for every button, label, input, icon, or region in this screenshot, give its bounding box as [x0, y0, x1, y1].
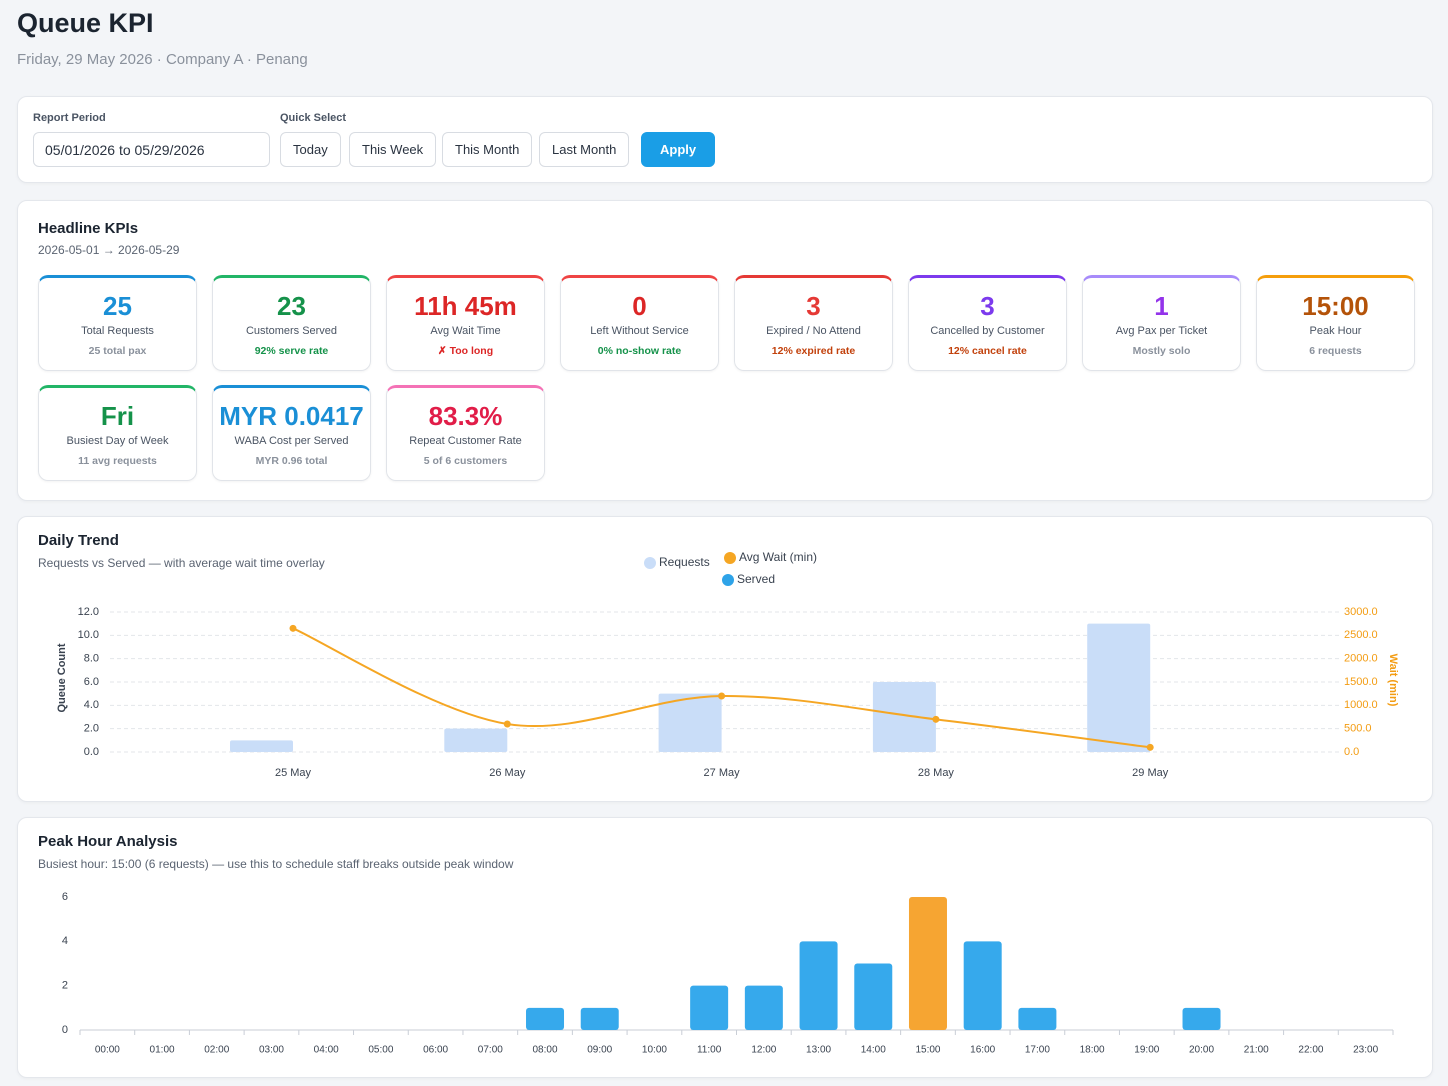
trend-panel: Daily Trend Requests vs Served — with av… [17, 516, 1433, 802]
kpi-value: 3 [806, 291, 821, 321]
kpi-label: Cancelled by Customer [930, 325, 1045, 337]
kpi-note: MYR 0.96 total [255, 455, 328, 467]
kpi-note: 12% expired rate [771, 345, 856, 357]
kpi-label: Peak Hour [1309, 325, 1362, 337]
kpi-label: Left Without Service [590, 325, 689, 337]
kpi-label: Customers Served [245, 325, 338, 337]
kpi-value: 25 [103, 291, 132, 321]
period-input[interactable]: 05/01/2026 to 05/29/2026 [33, 132, 270, 167]
chart-subtitle: Busiest hour: 15:00 (6 requests) — use t… [38, 857, 514, 871]
kpi-label: WABA Cost per Served [234, 435, 349, 447]
kpi-range: 2026-05-01 → 2026-05-29 [38, 243, 180, 257]
quick-button[interactable]: Last Month [539, 132, 630, 167]
kpi-card: 83.3% Repeat Customer Rate 5 of 6 customer… [386, 385, 545, 481]
kpi-label: Expired / No Attend [766, 325, 861, 337]
kpi-note: 0% no-show rate [597, 345, 682, 357]
kpi-grid: 25 Total Requests 25 total pax 23 Customers … [38, 275, 1415, 481]
kpi-label: Repeat Customer Rate [409, 435, 522, 447]
kpi-value: MYR 0.0417 [219, 401, 364, 431]
kpi-card: Fri Busiest Day of Week 11 avg requests [38, 385, 197, 481]
quick-button[interactable]: Today [280, 132, 341, 167]
kpi-card: 0 Left Without Service 0% no-show rate [560, 275, 719, 371]
kpi-value: 15:00 [1302, 291, 1369, 321]
kpi-value: Fri [100, 401, 135, 431]
kpi-note: 6 requests [1309, 345, 1362, 357]
kpi-title: Headline KPIs [38, 220, 139, 237]
chart-title: Daily Trend [38, 532, 119, 549]
quick-button[interactable]: This Week [349, 132, 437, 167]
kpi-label: Busiest Day of Week [66, 435, 169, 447]
kpi-value: 11h 45m [414, 291, 517, 321]
kpi-panel: Headline KPIs 2026-05-01 → 2026-05-29 25… [17, 200, 1433, 501]
kpi-value: 23 [277, 291, 306, 321]
kpi-note: 12% cancel rate [948, 345, 1027, 357]
period-label: Report Period [33, 112, 106, 124]
quick-button[interactable]: This Month [442, 132, 533, 167]
page-title: Queue KPI [17, 8, 154, 38]
kpi-note: 25 total pax [88, 345, 147, 357]
kpi-card: 1 Avg Pax per Ticket Mostly solo [1082, 275, 1241, 371]
kpi-card: 15:00 Peak Hour 6 requests [1256, 275, 1415, 371]
quick-label: Quick Select [280, 112, 347, 124]
filter-panel: Report Period 05/01/2026 to 05/29/2026 Q… [17, 96, 1433, 183]
kpi-note: 5 of 6 customers [423, 455, 508, 467]
kpi-label: Avg Wait Time [430, 325, 501, 337]
peak-panel: Peak Hour Analysis Busiest hour: 15:00 (… [17, 817, 1433, 1078]
kpi-note: 11 avg requests [78, 455, 157, 467]
kpi-card: 23 Customers Served 92% serve rate [212, 275, 371, 371]
kpi-card: 3 Cancelled by Customer 12% cancel rate [908, 275, 1067, 371]
kpi-card: 3 Expired / No Attend 12% expired rate [734, 275, 893, 371]
kpi-label: Total Requests [81, 325, 154, 337]
kpi-label: Avg Pax per Ticket [1115, 325, 1208, 337]
kpi-note: ✗ Too long [437, 345, 494, 357]
kpi-note: 92% serve rate [254, 345, 329, 357]
kpi-value: 0 [632, 291, 647, 321]
kpi-note: Mostly solo [1132, 345, 1191, 357]
chart-title: Peak Hour Analysis [38, 833, 178, 850]
kpi-card: 25 Total Requests 25 total pax [38, 275, 197, 371]
kpi-value: 83.3% [428, 401, 503, 431]
kpi-card: 11h 45m Avg Wait Time ✗ Too long [386, 275, 545, 371]
kpi-card: MYR 0.0417 WABA Cost per Served MYR 0.96 t… [212, 385, 371, 481]
apply-button[interactable]: Apply [641, 132, 716, 167]
chart-subtitle: Requests vs Served — with average wait t… [38, 556, 325, 570]
kpi-value: 3 [980, 291, 995, 321]
kpi-value: 1 [1154, 291, 1169, 321]
page-subtitle: Friday, 29 May 2026 · Company A · Penang [17, 51, 308, 68]
